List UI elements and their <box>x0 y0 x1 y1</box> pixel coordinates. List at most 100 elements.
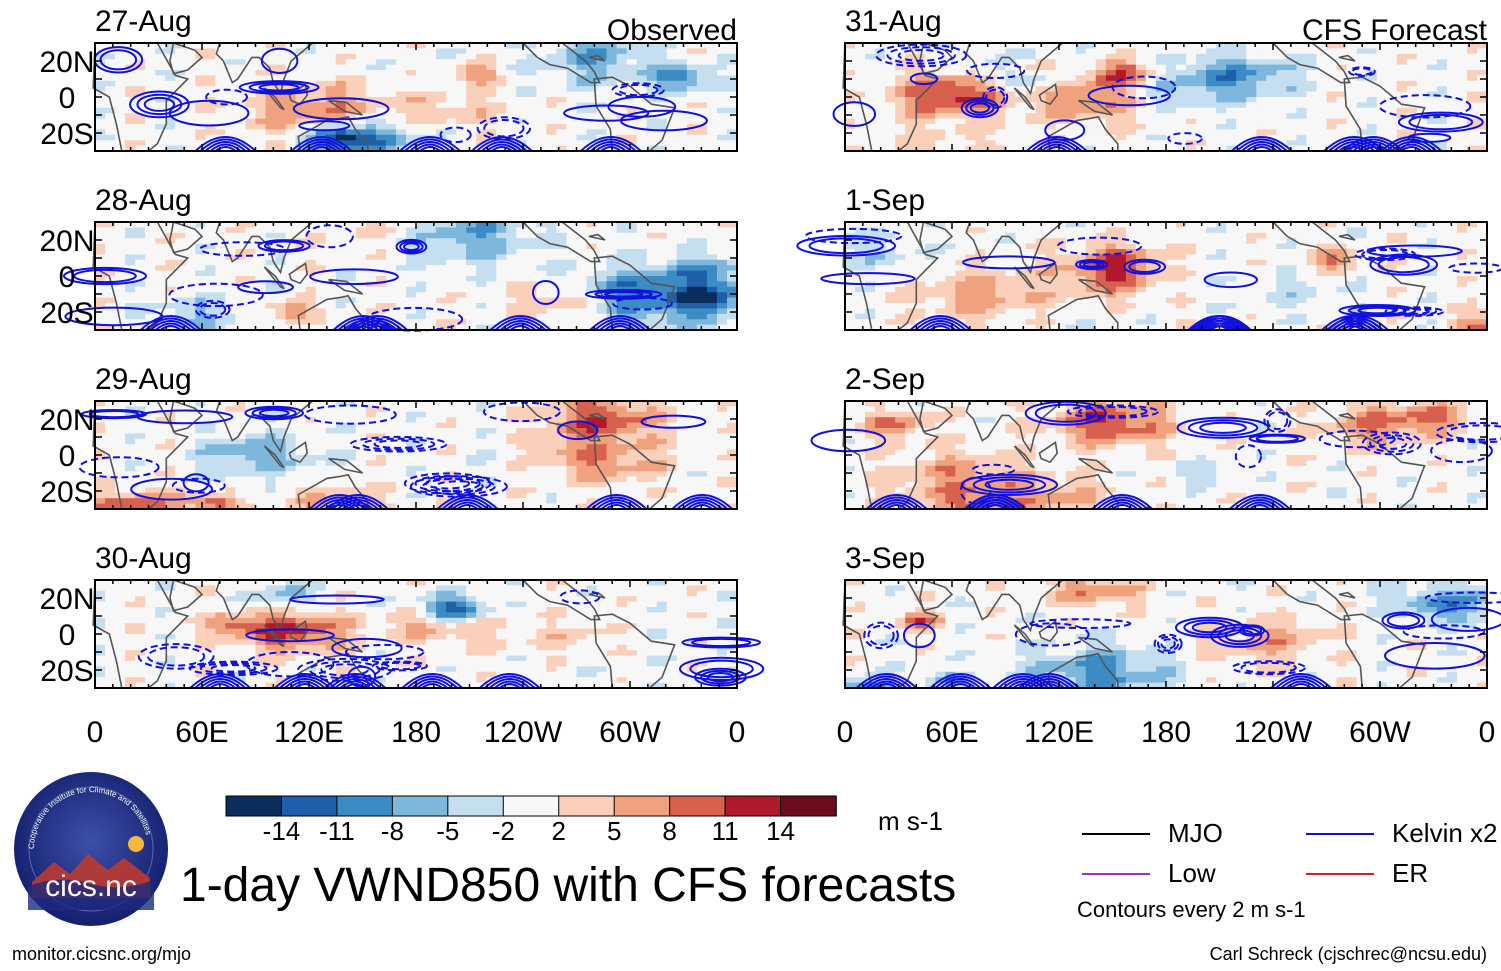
heatmap-cell <box>1386 129 1398 136</box>
heatmap-cell <box>255 145 266 152</box>
heatmap-cell <box>155 259 166 266</box>
heatmap-cell <box>925 249 936 255</box>
heatmap-cell <box>716 48 728 55</box>
heatmap-cell <box>395 48 407 55</box>
heatmap-cell <box>865 222 876 228</box>
heatmap-cell <box>245 124 256 130</box>
heatmap-cell <box>476 265 487 271</box>
heatmap-cell <box>115 91 126 98</box>
heatmap-cell <box>456 308 467 315</box>
heatmap-cell <box>315 102 327 109</box>
heatmap-cell <box>1246 243 1257 250</box>
heatmap-cell <box>1166 129 1177 136</box>
heatmap-cell <box>706 97 718 103</box>
heatmap-cell <box>1145 118 1157 125</box>
heatmap-cell <box>1125 70 1137 76</box>
heatmap-cell <box>596 80 607 87</box>
heatmap-cell <box>686 324 698 331</box>
heatmap-cell <box>1005 80 1016 87</box>
heatmap-cell <box>1125 270 1137 277</box>
heatmap-cell <box>355 303 367 309</box>
heatmap-cell <box>255 308 266 315</box>
heatmap-cell <box>1085 129 1097 136</box>
heatmap-cell <box>1025 97 1036 103</box>
heatmap-cell <box>1446 276 1458 282</box>
heatmap-cell <box>285 134 297 141</box>
heatmap-cell <box>686 145 698 152</box>
heatmap-cell <box>395 140 407 146</box>
heatmap-cell <box>576 48 587 55</box>
heatmap-cell <box>1336 113 1347 119</box>
heatmap-cell <box>1286 53 1297 60</box>
heatmap-cell <box>1406 70 1418 76</box>
heatmap-cell <box>935 124 946 130</box>
heatmap-cell <box>426 249 437 255</box>
heatmap-cell <box>1316 113 1327 119</box>
heatmap-cell <box>456 265 467 271</box>
heatmap-cell <box>355 308 367 315</box>
heatmap-cell <box>395 59 407 65</box>
heatmap-cell <box>596 59 607 65</box>
kelvin-contour-edge <box>366 325 388 331</box>
heatmap-cell <box>995 43 1006 49</box>
heatmap-cell <box>955 134 966 141</box>
heatmap-cell <box>335 249 347 255</box>
heatmap-cell <box>616 70 628 76</box>
heatmap-cell <box>706 75 718 82</box>
heatmap-cell <box>726 59 738 65</box>
heatmap-cell <box>1025 70 1036 76</box>
heatmap-cell <box>1035 232 1047 239</box>
heatmap-cell <box>1055 265 1067 271</box>
heatmap-cell <box>135 48 146 55</box>
heatmap-cell <box>385 80 397 87</box>
heatmap-cell <box>335 102 347 109</box>
heatmap-cell <box>975 86 986 92</box>
heatmap-cell <box>285 297 297 304</box>
heatmap-cell <box>255 270 266 277</box>
heatmap-cell <box>696 97 708 103</box>
heatmap-cell <box>706 91 718 98</box>
heatmap-cell <box>1135 129 1147 136</box>
heatmap-cell <box>265 313 276 320</box>
heatmap-cell <box>1226 59 1237 65</box>
heatmap-cell <box>165 134 176 141</box>
heatmap-cell <box>1406 238 1418 244</box>
heatmap-cell <box>1306 113 1317 119</box>
heatmap-cell <box>1456 59 1468 65</box>
heatmap-cell <box>855 107 866 114</box>
heatmap-cell <box>1166 91 1177 98</box>
heatmap-cell <box>1336 270 1347 277</box>
heatmap-cell <box>965 259 976 266</box>
heatmap-cell <box>436 254 447 261</box>
heatmap-cell <box>395 145 407 152</box>
heatmap-cell <box>1356 70 1368 76</box>
heatmap-cell <box>1145 254 1157 261</box>
heatmap-cell <box>1105 75 1117 82</box>
heatmap-cell <box>1466 59 1478 65</box>
heatmap-cell <box>496 97 507 103</box>
heatmap-cell <box>446 97 457 103</box>
heatmap-cell <box>1386 102 1398 109</box>
heatmap-cell <box>1055 276 1067 282</box>
heatmap-cell <box>1186 48 1197 55</box>
heatmap-cell <box>325 97 337 103</box>
heatmap-cell <box>1015 276 1026 282</box>
heatmap-cell <box>666 145 678 152</box>
heatmap-cell <box>355 75 367 82</box>
heatmap-cell <box>1456 227 1468 234</box>
heatmap-cell <box>235 91 246 98</box>
heatmap-cell <box>656 303 668 309</box>
heatmap-cell <box>426 107 437 114</box>
heatmap-cell <box>225 118 236 125</box>
heatmap-cell <box>516 91 527 98</box>
heatmap-cell <box>486 140 497 146</box>
heatmap-cell <box>496 64 507 71</box>
heatmap-cell <box>155 249 166 255</box>
heatmap-cell <box>1236 243 1247 250</box>
heatmap-cell <box>1376 70 1388 76</box>
heatmap-cell <box>1246 80 1257 87</box>
heatmap-cell <box>646 281 658 288</box>
heatmap-cell <box>385 43 397 49</box>
heatmap-cell <box>646 254 658 261</box>
heatmap-cell <box>1476 232 1488 239</box>
